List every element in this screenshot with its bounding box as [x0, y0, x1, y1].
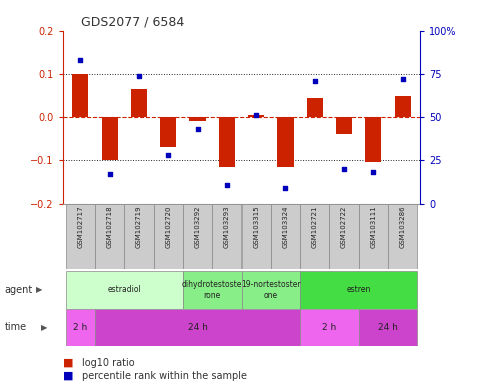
Text: GDS2077 / 6584: GDS2077 / 6584: [81, 15, 184, 28]
Bar: [365, 117, 382, 162]
Bar: [359, 204, 388, 269]
Text: estren: estren: [346, 285, 371, 295]
Text: estradiol: estradiol: [107, 285, 141, 295]
Bar: [300, 271, 417, 309]
Point: [399, 76, 407, 82]
Text: agent: agent: [5, 285, 33, 295]
Bar: [271, 204, 300, 269]
Point: [135, 73, 143, 79]
Text: 19-nortestoster
one: 19-nortestoster one: [241, 280, 300, 300]
Text: GSM103111: GSM103111: [370, 205, 376, 248]
Text: log10 ratio: log10 ratio: [82, 358, 135, 368]
Text: ▶: ▶: [36, 285, 43, 295]
Text: GSM103292: GSM103292: [195, 205, 200, 248]
Text: 2 h: 2 h: [73, 323, 87, 332]
Bar: [183, 204, 212, 269]
Bar: [95, 204, 124, 269]
Point: [164, 152, 172, 158]
Bar: [248, 115, 264, 117]
Bar: [329, 204, 359, 269]
Bar: [124, 204, 154, 269]
Bar: [154, 204, 183, 269]
Bar: [307, 98, 323, 117]
Bar: [300, 309, 359, 346]
Text: GSM102720: GSM102720: [165, 205, 171, 248]
Text: GSM102722: GSM102722: [341, 205, 347, 248]
Text: GSM102717: GSM102717: [77, 205, 84, 248]
Bar: [242, 204, 271, 269]
Point: [311, 78, 319, 84]
Bar: [72, 74, 88, 117]
Point: [194, 126, 201, 132]
Bar: [212, 204, 242, 269]
Text: GSM102719: GSM102719: [136, 205, 142, 248]
Bar: [277, 117, 294, 167]
Point: [223, 182, 231, 188]
Text: dihydrotestoste
rone: dihydrotestoste rone: [182, 280, 242, 300]
Bar: [66, 309, 95, 346]
Bar: [219, 117, 235, 167]
Bar: [336, 117, 352, 134]
Bar: [66, 204, 95, 269]
Text: GSM103286: GSM103286: [399, 205, 406, 248]
Text: ▶: ▶: [41, 323, 47, 332]
Point: [282, 185, 289, 191]
Bar: [101, 117, 118, 161]
Text: 24 h: 24 h: [378, 323, 398, 332]
Bar: [189, 117, 206, 121]
Point: [106, 171, 114, 177]
Bar: [131, 89, 147, 117]
Bar: [242, 271, 300, 309]
Point: [76, 57, 84, 63]
Text: ■: ■: [63, 371, 73, 381]
Bar: [388, 204, 417, 269]
Text: 2 h: 2 h: [322, 323, 337, 332]
Bar: [66, 271, 183, 309]
Text: GSM103293: GSM103293: [224, 205, 230, 248]
Text: GSM102718: GSM102718: [107, 205, 113, 248]
Bar: [160, 117, 176, 147]
Text: time: time: [5, 322, 27, 333]
Point: [369, 169, 377, 175]
Text: 24 h: 24 h: [187, 323, 208, 332]
Text: percentile rank within the sample: percentile rank within the sample: [82, 371, 247, 381]
Text: GSM102721: GSM102721: [312, 205, 318, 248]
Bar: [395, 96, 411, 117]
Text: GSM103324: GSM103324: [283, 205, 288, 248]
Point: [252, 112, 260, 118]
Text: ■: ■: [63, 358, 73, 368]
Bar: [95, 309, 300, 346]
Text: GSM103315: GSM103315: [253, 205, 259, 248]
Bar: [183, 271, 242, 309]
Bar: [359, 309, 417, 346]
Bar: [300, 204, 329, 269]
Point: [340, 166, 348, 172]
